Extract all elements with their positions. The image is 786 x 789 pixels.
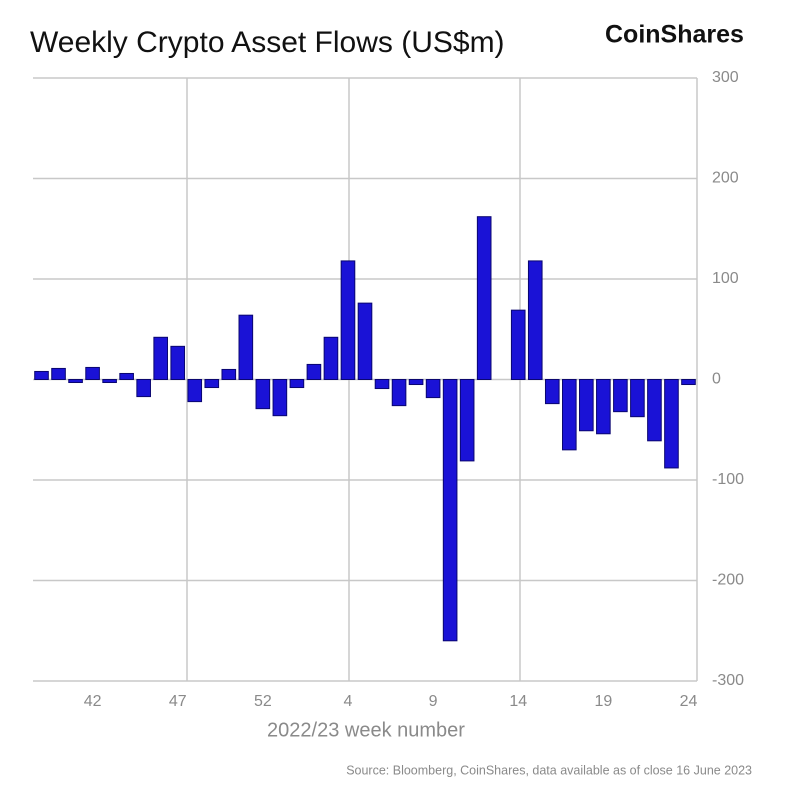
bar [596, 379, 611, 435]
bar [340, 260, 356, 380]
bar [357, 302, 373, 380]
bar [289, 379, 305, 389]
bar [238, 314, 254, 380]
bar [630, 379, 645, 418]
bar [459, 379, 475, 462]
bar [510, 309, 526, 380]
bar [306, 363, 322, 380]
chart-title: Weekly Crypto Asset Flows (US$m) [30, 26, 505, 59]
bar [664, 379, 679, 469]
bar [681, 379, 696, 386]
bar [391, 379, 407, 407]
source-note: Source: Bloomberg, CoinShares, data avai… [346, 763, 752, 777]
bar [579, 379, 594, 432]
bar [323, 336, 339, 381]
y-tick-label: -200 [712, 572, 744, 589]
x-axis-label: 2022/23 week number [267, 719, 465, 741]
y-tick-label: -300 [712, 672, 744, 689]
bar [408, 379, 424, 386]
x-tick-label: 47 [169, 693, 187, 710]
y-tick-label: 100 [712, 270, 739, 287]
bar [544, 379, 560, 405]
y-tick-label: 0 [712, 371, 721, 388]
y-tick-label: 300 [712, 69, 739, 86]
y-tick-label: 200 [712, 170, 739, 187]
bar [527, 260, 543, 380]
x-tick-label: 24 [680, 693, 698, 710]
bar [272, 379, 288, 417]
bar [85, 366, 100, 381]
bar [51, 367, 66, 381]
x-tick-label: 42 [84, 693, 102, 710]
bar [425, 379, 441, 399]
x-tick-label: 9 [429, 693, 438, 710]
bar [374, 379, 390, 390]
brand-logo: CoinShares [605, 21, 744, 49]
bar [613, 379, 628, 413]
bar [187, 379, 203, 403]
bar [119, 372, 134, 381]
bar [255, 379, 271, 410]
y-tick-label: -100 [712, 471, 744, 488]
bar [68, 379, 83, 384]
bar [561, 379, 577, 451]
bar [476, 216, 492, 380]
bar [34, 370, 49, 380]
bar [170, 345, 186, 380]
bar [136, 379, 151, 398]
bar [204, 379, 220, 389]
x-tick-label: 4 [344, 693, 353, 710]
bar [647, 379, 662, 442]
x-tick-label: 19 [594, 693, 612, 710]
bar [102, 379, 117, 384]
bar [153, 336, 169, 381]
bar [442, 379, 458, 642]
bar [221, 368, 237, 381]
x-tick-label: 14 [509, 693, 527, 710]
x-tick-label: 52 [254, 693, 272, 710]
